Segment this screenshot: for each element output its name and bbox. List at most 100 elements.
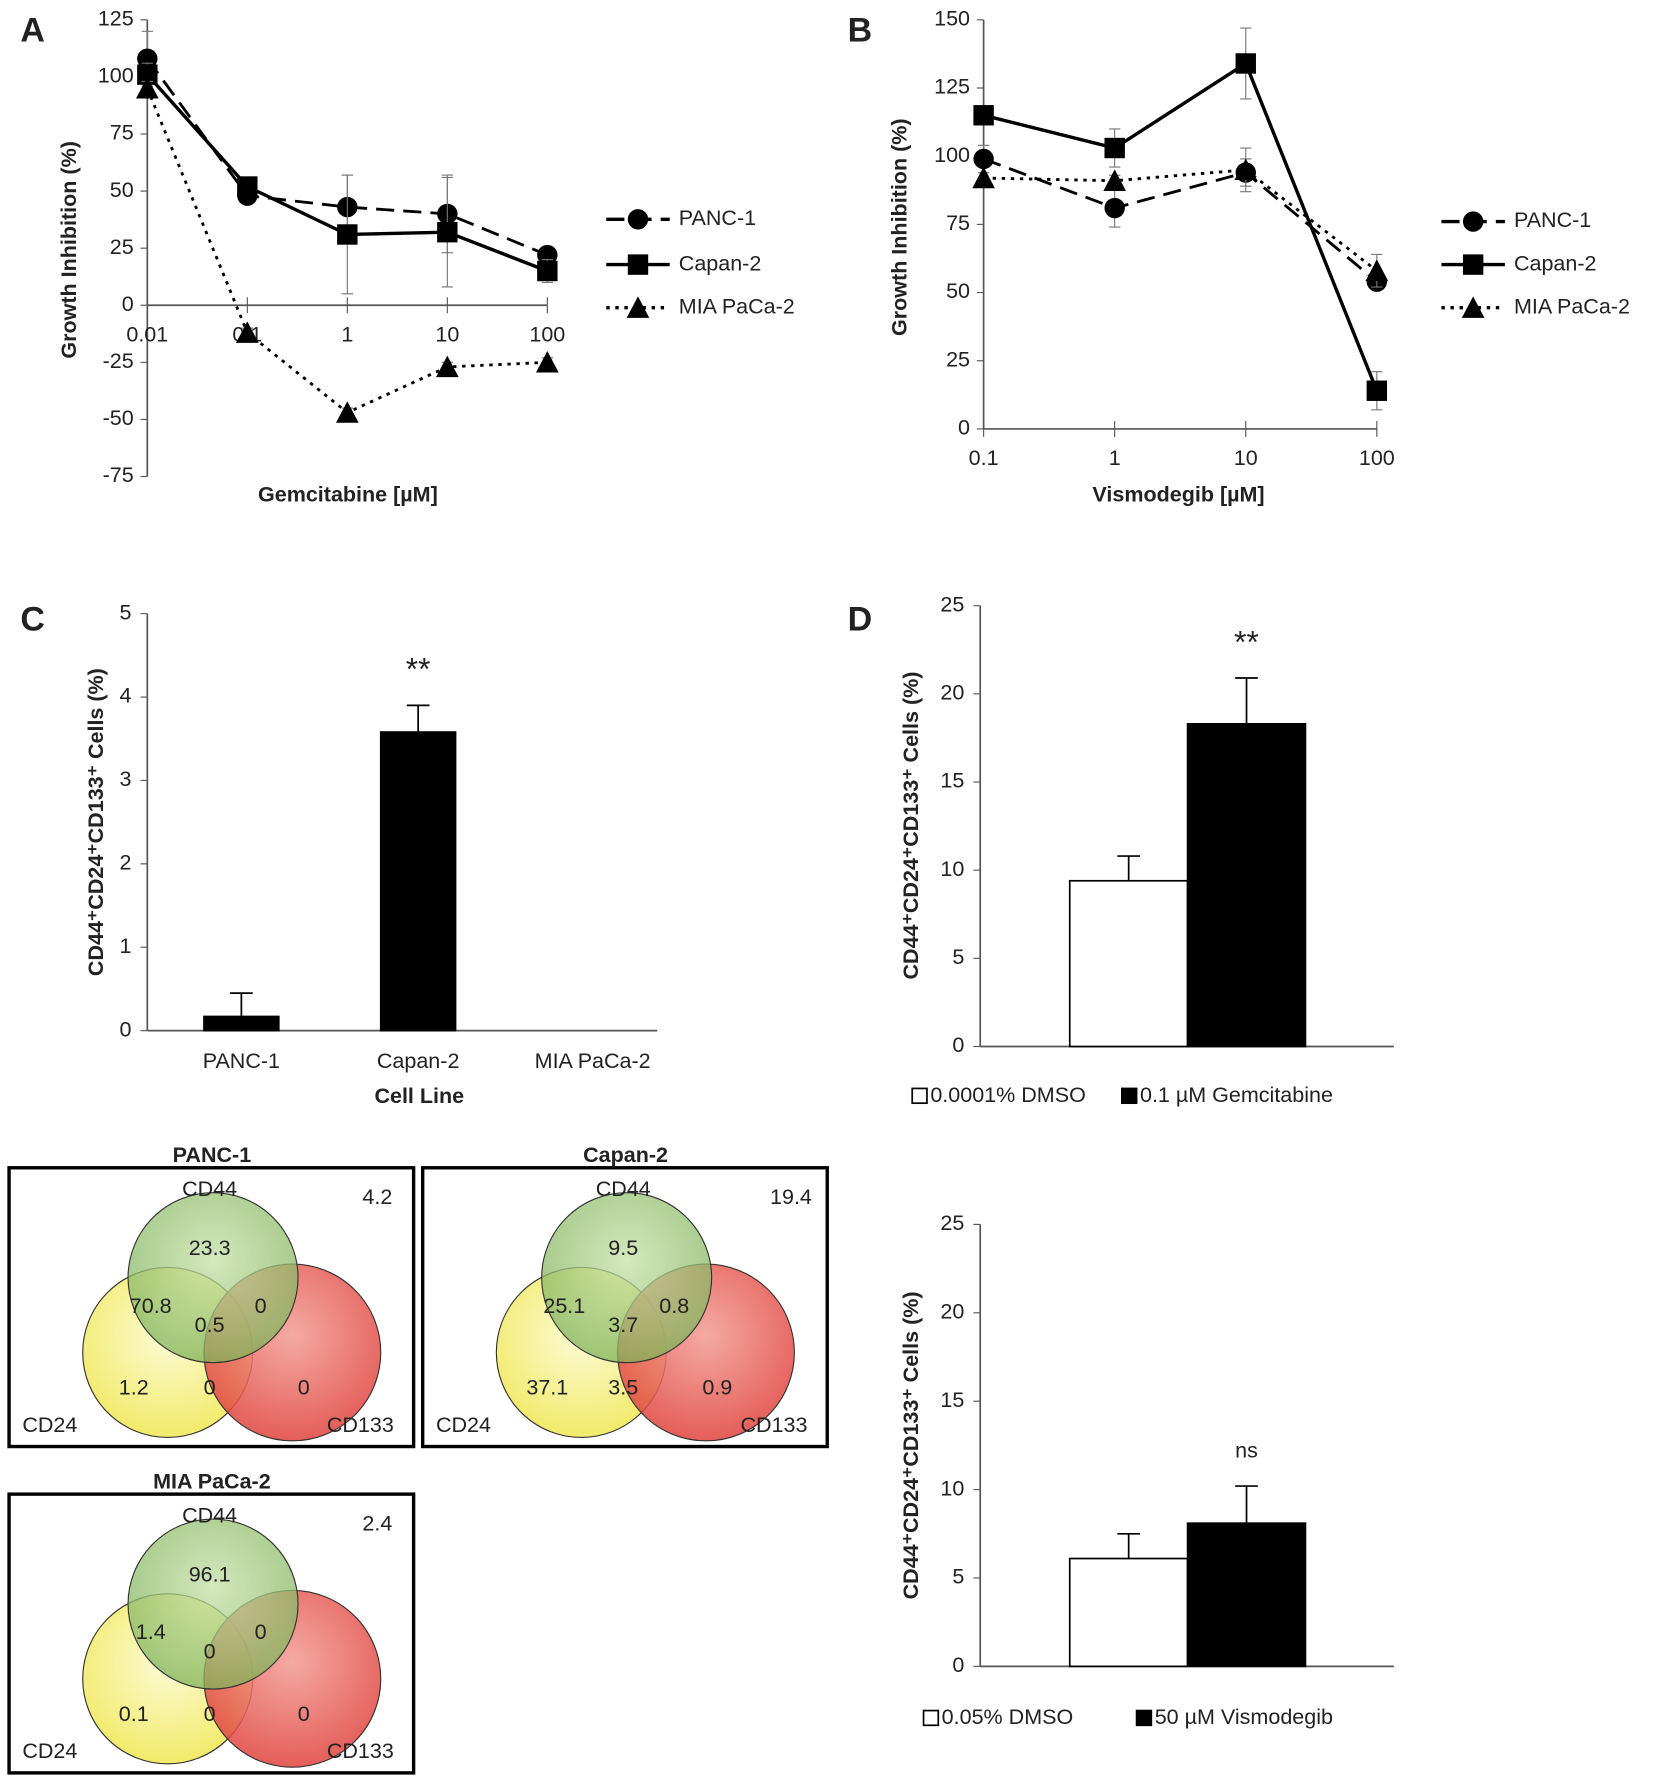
venn-region-value: 0.5 xyxy=(195,1313,225,1337)
annotation: ** xyxy=(406,651,431,687)
legend-swatch xyxy=(1121,1087,1138,1105)
y-tick-label: 1 xyxy=(119,934,131,958)
series-line xyxy=(983,60,1379,392)
legend-label: 0.0001% DMSO xyxy=(930,1083,1085,1107)
y-tick-label: 15 xyxy=(940,769,964,793)
venn-set-label: CD24 xyxy=(22,1413,77,1437)
venn-region-value: 0 xyxy=(204,1702,216,1726)
legend-swatch xyxy=(1135,1709,1153,1727)
y-tick-label: 50 xyxy=(110,178,134,202)
legend-label: MIA PaCa-2 xyxy=(679,294,795,318)
x-tick-label: 10 xyxy=(435,323,459,347)
marker xyxy=(973,148,994,170)
marker xyxy=(1366,380,1388,401)
venn-region-value: 25.1 xyxy=(543,1294,585,1318)
x-tick-label: 100 xyxy=(1359,446,1395,470)
panel-letter: C xyxy=(20,601,45,639)
x-tick-label: 10 xyxy=(1234,446,1258,470)
y-tick-label: 3 xyxy=(119,767,131,791)
y-tick-label: 125 xyxy=(934,75,970,99)
marker xyxy=(1234,158,1258,181)
legend-marker xyxy=(626,296,650,318)
y-tick-label: 20 xyxy=(940,681,964,705)
venn-set-label: CD24 xyxy=(22,1739,77,1763)
y-axis-label: CD44⁺CD24⁺CD133⁺ Cells (%) xyxy=(899,1291,923,1599)
venn-total: 2.4 xyxy=(362,1511,392,1535)
error-bar xyxy=(230,992,253,1017)
error-bar xyxy=(1235,1485,1258,1524)
y-tick-label: 125 xyxy=(98,7,134,31)
legend-marker xyxy=(1462,254,1484,275)
venn-region-value: 0.9 xyxy=(702,1375,732,1399)
x-axis-label: Gemcitabine [µM] xyxy=(258,482,438,506)
venn-set-label: CD44 xyxy=(182,1177,237,1201)
legend-label: 50 µM Vismodegib xyxy=(1155,1705,1333,1729)
y-tick-label: 10 xyxy=(940,1476,964,1500)
y-tick-label: 0 xyxy=(952,1033,964,1057)
bar xyxy=(1186,1522,1307,1668)
venn-region-value: 0 xyxy=(298,1702,310,1726)
legend-swatch xyxy=(911,1087,928,1105)
marker xyxy=(237,176,258,197)
y-axis-label: CD44⁺CD24⁺CD133⁺ Cells (%) xyxy=(84,668,108,976)
marker xyxy=(337,224,358,245)
y-axis-label: Growth Inhibition (%) xyxy=(57,141,81,359)
venn-set-label: CD24 xyxy=(436,1413,491,1437)
x-tick-label: 1 xyxy=(1109,446,1121,470)
y-tick-label: 5 xyxy=(952,1565,964,1589)
x-tick-label: 0.01 xyxy=(126,323,168,347)
venn-region-value: 0 xyxy=(298,1375,310,1399)
venn-region-value: 0.1 xyxy=(119,1702,149,1726)
x-tick-label: PANC-1 xyxy=(203,1049,280,1073)
x-tick-label: MIA PaCa-2 xyxy=(535,1049,651,1073)
bar xyxy=(379,731,457,1032)
legend-label: 0.1 µM Gemcitabine xyxy=(1140,1083,1333,1107)
legend-marker xyxy=(1461,296,1485,318)
venn-total: 19.4 xyxy=(770,1185,812,1209)
y-tick-label: 4 xyxy=(119,684,131,708)
venn-region-value: 23.3 xyxy=(189,1236,231,1260)
marker xyxy=(973,105,994,126)
y-tick-label: 10 xyxy=(940,857,964,881)
venn-region-value: 1.4 xyxy=(136,1620,166,1644)
venn-region-value: 1.2 xyxy=(119,1375,149,1399)
venn-title: Capan-2 xyxy=(583,1143,668,1167)
x-tick-label: 100 xyxy=(529,323,565,347)
annotation: ns xyxy=(1235,1439,1258,1463)
y-tick-label: 0 xyxy=(952,1653,964,1677)
x-axis-label: Vismodegib [µM] xyxy=(1092,482,1264,506)
bar xyxy=(1068,1557,1189,1668)
venn-region-value: 9.5 xyxy=(608,1236,638,1260)
y-tick-label: 75 xyxy=(946,211,970,235)
y-tick-label: 0 xyxy=(958,416,970,440)
bar xyxy=(1068,879,1189,1048)
y-tick-label: -50 xyxy=(103,406,134,430)
y-tick-label: 100 xyxy=(98,64,134,88)
panel-letter: B xyxy=(848,11,873,49)
venn-set-label: CD44 xyxy=(182,1503,237,1527)
marker xyxy=(335,401,359,423)
bar xyxy=(1186,722,1307,1048)
venn-region-value: 3.5 xyxy=(608,1375,638,1399)
marker xyxy=(1104,197,1125,219)
venn-circle xyxy=(541,1192,713,1364)
marker xyxy=(972,166,995,189)
error-bar xyxy=(406,704,430,733)
y-tick-label: 25 xyxy=(940,592,964,616)
panel-letter: D xyxy=(848,601,873,639)
venn-title: MIA PaCa-2 xyxy=(153,1469,271,1493)
venn-set-label: CD133 xyxy=(740,1413,807,1437)
venn-set-label: CD133 xyxy=(327,1739,394,1763)
y-tick-label: 0 xyxy=(119,1017,131,1041)
x-axis-label: Cell Line xyxy=(374,1084,464,1108)
y-tick-label: 5 xyxy=(952,945,964,969)
y-tick-label: 25 xyxy=(110,235,134,259)
venn-set-label: CD44 xyxy=(596,1177,651,1201)
error-bar xyxy=(1117,855,1140,881)
y-tick-label: 50 xyxy=(946,279,970,303)
legend-label: PANC-1 xyxy=(679,206,756,230)
y-tick-label: 20 xyxy=(940,1300,964,1324)
y-tick-label: 150 xyxy=(934,7,970,31)
y-tick-label: -25 xyxy=(103,349,134,373)
